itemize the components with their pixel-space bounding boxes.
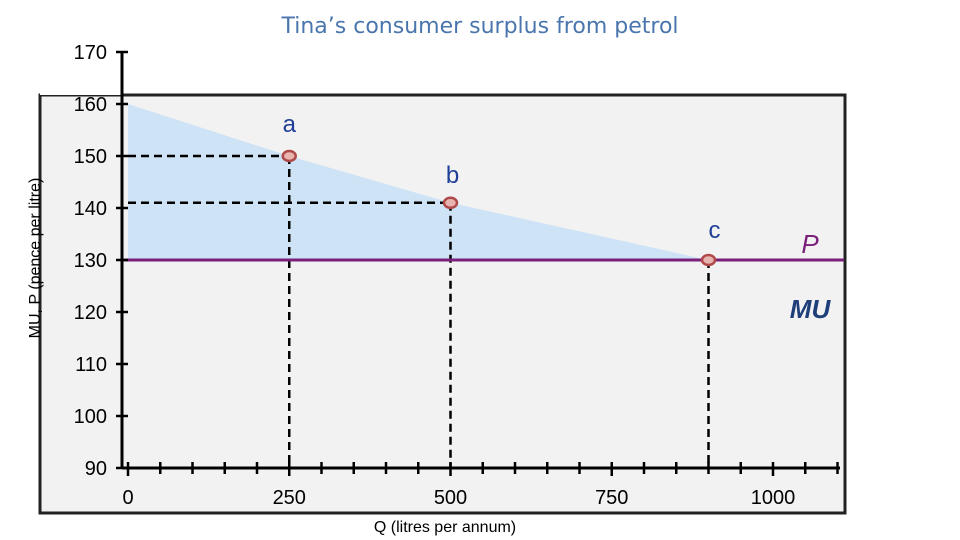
y-tick-label: 90 [85, 458, 107, 480]
consumer-surplus-area [128, 104, 709, 260]
y-tick-label: 120 [74, 302, 107, 324]
y-tick-label: 150 [74, 146, 107, 168]
x-axis-title: Q (litres per annum) [374, 519, 516, 536]
y-tick-label: 160 [74, 94, 107, 116]
axis-ticks: 170 160 150 140 130 120 110 100 90 0 250 500 750 1000 [74, 42, 839, 509]
chart-title: Tina’s consumer surplus from petrol [280, 14, 678, 39]
data-points: a b c [281, 111, 721, 267]
y-tick-label: 170 [74, 42, 107, 64]
point-label-c: c [709, 217, 721, 244]
point-label-a: a [283, 111, 297, 138]
point-marker-b [442, 196, 459, 210]
x-tick-label: 1000 [751, 487, 796, 509]
y-tick-label: 100 [74, 406, 107, 428]
y-tick-label: 110 [75, 354, 107, 376]
x-tick-label: 250 [273, 487, 306, 509]
y-tick-label: 140 [74, 198, 107, 220]
x-tick-label: 0 [122, 487, 133, 509]
y-axis-title: MU, P (pence per litre) [27, 178, 44, 339]
guide-lines [128, 154, 710, 468]
axis-backdrop [40, 40, 122, 95]
x-tick-label: 750 [595, 487, 628, 509]
y-tick-label: 130 [74, 250, 107, 272]
series-label-mu: MU [790, 294, 832, 324]
point-marker-c [700, 253, 717, 267]
point-marker-a [281, 149, 297, 163]
point-label-b: b [446, 162, 459, 189]
series-label-p: P [801, 229, 819, 259]
x-tick-label: 500 [434, 487, 467, 509]
